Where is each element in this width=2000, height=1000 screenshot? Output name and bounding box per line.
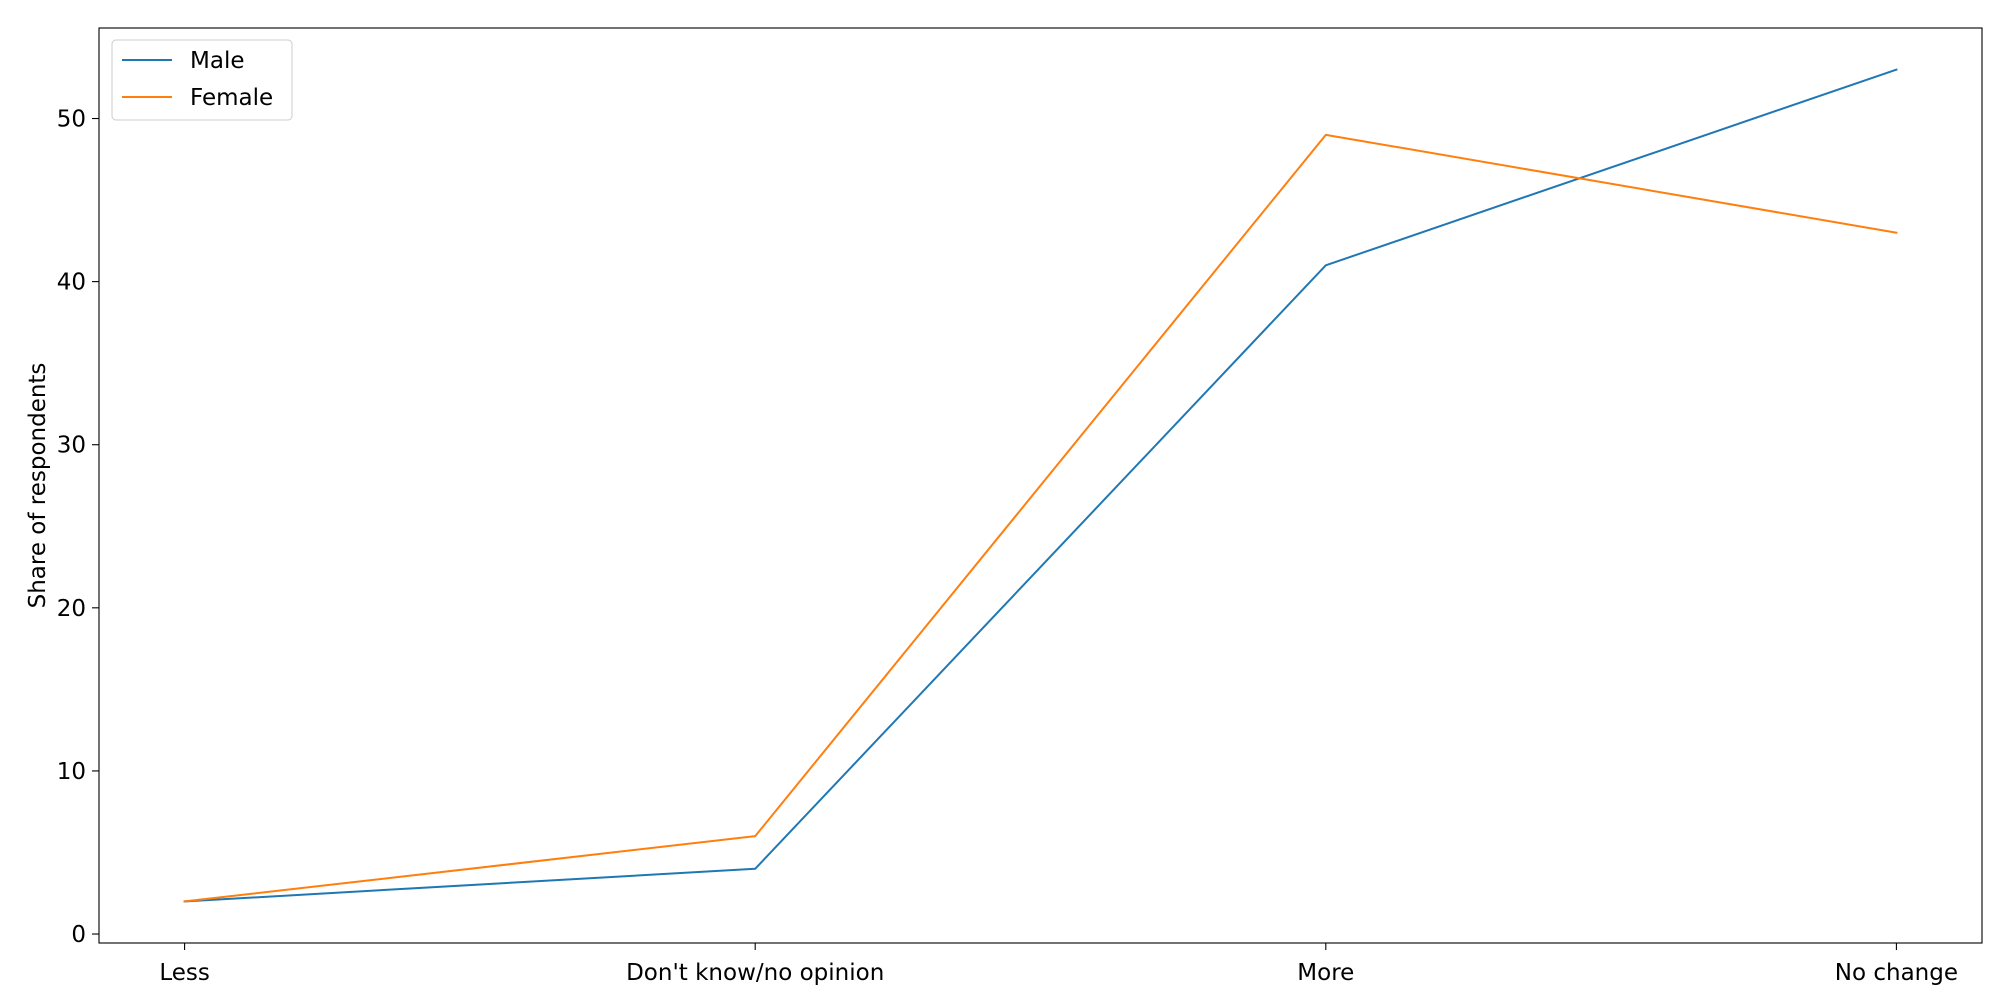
y-tick-label: 10 [57, 759, 86, 785]
legend-label-male: Male [190, 48, 244, 74]
y-tick-label: 50 [57, 107, 86, 133]
y-tick-label: 40 [57, 270, 86, 296]
axes: Less Don't know/no opinion More No change 0 1… [57, 27, 1983, 986]
series-line-female [183, 133, 1898, 903]
y-tick-label: 0 [71, 922, 86, 948]
x-tick-label: Don't know/no opinion [626, 960, 884, 986]
x-tick-label: Less [159, 960, 210, 986]
y-tick-label: 20 [57, 596, 86, 622]
x-tick-label: No change [1835, 960, 1958, 986]
legend: Male Female [111, 39, 293, 121]
plot-area [183, 68, 1898, 903]
axes-frame [98, 27, 1983, 944]
y-tick-label: 30 [57, 433, 86, 459]
series-line-male [183, 68, 1898, 903]
y-axis-label: Share of respondents [25, 363, 51, 609]
legend-label-female: Female [190, 85, 273, 111]
x-tick-label: More [1297, 960, 1354, 986]
